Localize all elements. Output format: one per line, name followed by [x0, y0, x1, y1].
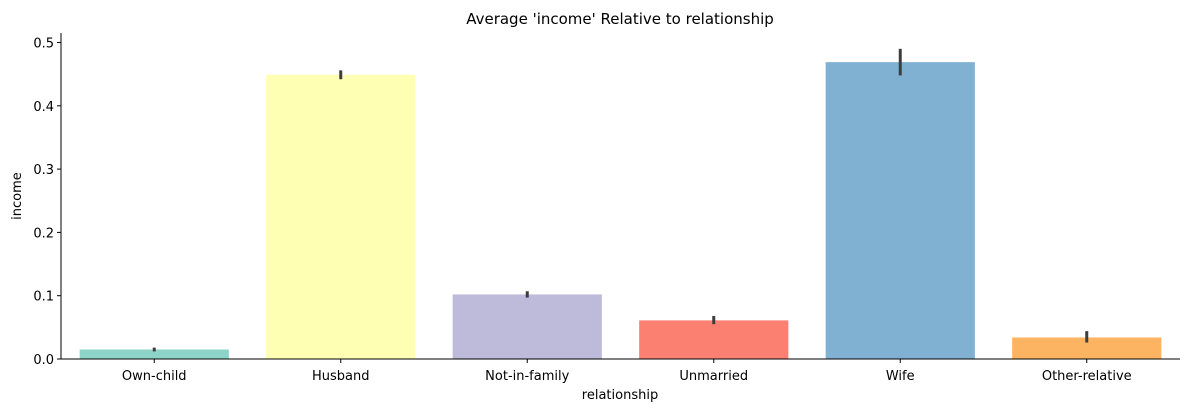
bar-not-in-family	[452, 294, 602, 359]
y-tick-label: 0.5	[33, 36, 54, 51]
error-bars-group	[152, 48, 1089, 352]
x-tick-label: Not-in-family	[485, 369, 569, 384]
bar-wife	[825, 62, 975, 360]
bars-group	[79, 62, 1162, 360]
x-axis-title: relationship	[582, 388, 658, 403]
y-tick-label: 0.3	[33, 163, 54, 178]
x-tick-label: Unmarried	[679, 369, 748, 384]
x-tick-label: Own-child	[122, 369, 187, 384]
axes-group	[60, 33, 1180, 360]
y-ticks-group: 0.0 0.1 0.2 0.3 0.4 0.5	[33, 36, 61, 368]
y-tick-label: 0.2	[33, 226, 54, 241]
bar-other-relative	[1012, 337, 1162, 359]
bar-husband	[266, 74, 416, 360]
y-tick-label: 0.1	[33, 290, 54, 305]
bar-own-child	[79, 349, 229, 359]
y-axis-title: income	[10, 172, 25, 220]
chart-title: Average 'income' Relative to relationshi…	[466, 10, 774, 28]
x-ticks-group: Own-child Husband Not-in-family Unmarried Wi…	[122, 359, 1132, 384]
bar-unmarried	[639, 320, 789, 359]
x-tick-label: Wife	[886, 369, 915, 384]
y-tick-label: 0.0	[33, 353, 54, 368]
x-tick-label: Other-relative	[1042, 369, 1132, 384]
y-tick-label: 0.4	[33, 100, 54, 115]
x-tick-label: Husband	[312, 369, 370, 384]
